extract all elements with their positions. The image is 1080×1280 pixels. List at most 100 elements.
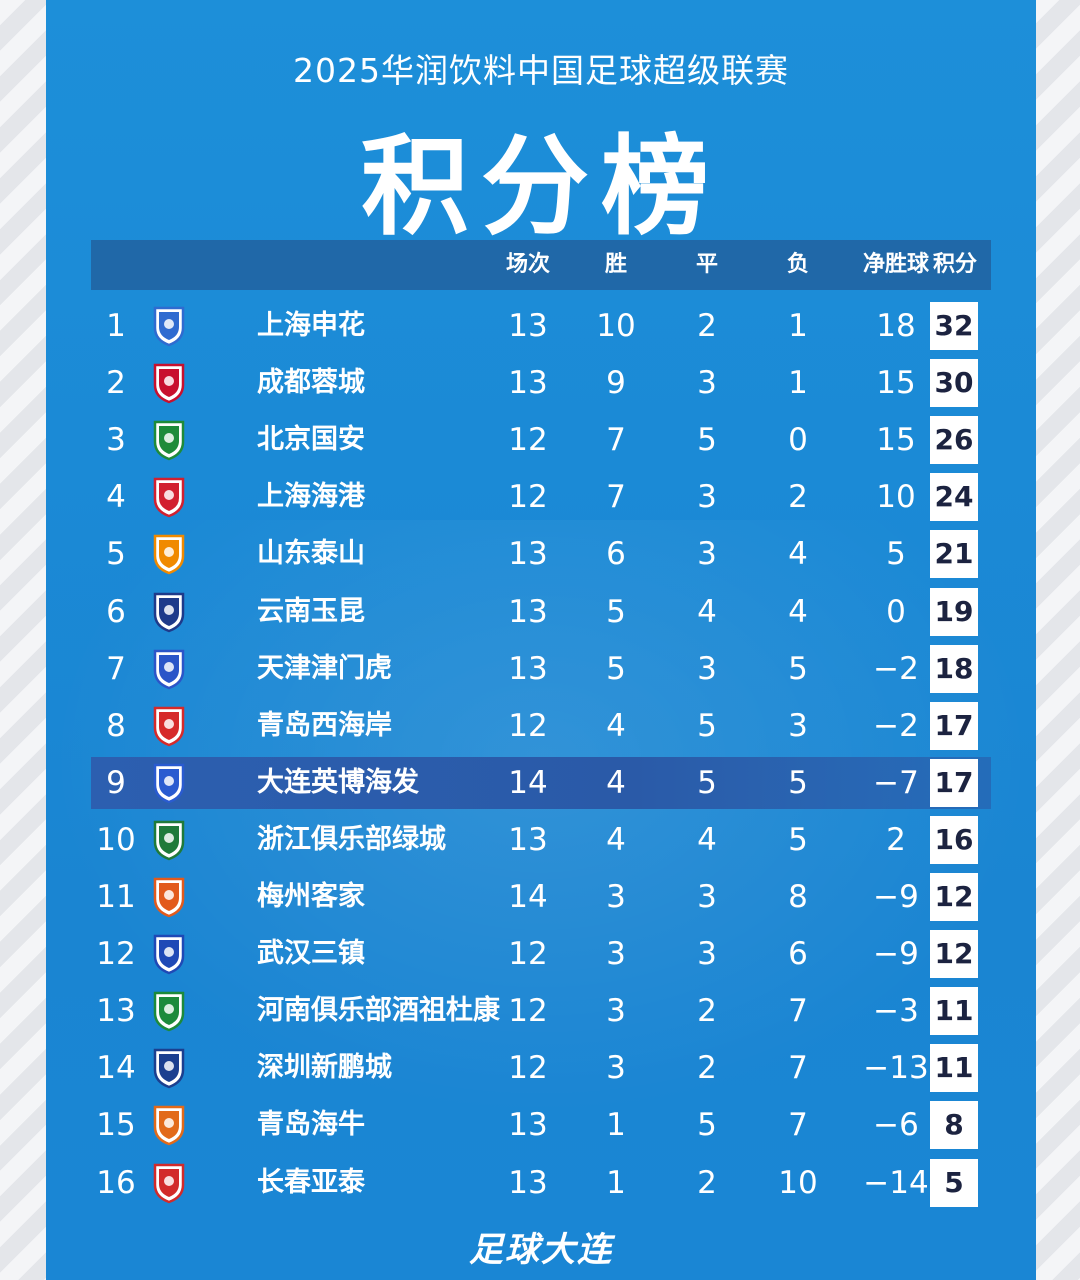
team-rank: 16 xyxy=(96,1165,136,1201)
games-played: 13 xyxy=(508,822,548,858)
table-row: 15 青岛海牛 13 1 5 7 −6 8 xyxy=(91,1099,991,1151)
team-rank: 15 xyxy=(96,1107,136,1143)
team-name: 上海海港 xyxy=(257,481,365,512)
jinmenhu-logo-icon xyxy=(147,647,191,691)
team-points: 17 xyxy=(930,759,978,807)
team-name: 山东泰山 xyxy=(257,538,365,569)
table-row: 2 成都蓉城 13 9 3 1 15 30 xyxy=(91,357,991,409)
losses: 3 xyxy=(788,708,808,744)
team-name: 深圳新鹏城 xyxy=(257,1052,392,1083)
xihaian-logo-icon xyxy=(147,704,191,748)
table-row: 4 上海海港 12 7 3 2 10 24 xyxy=(91,471,991,523)
wins: 4 xyxy=(606,765,626,801)
goal-difference: −9 xyxy=(873,936,919,972)
draws: 5 xyxy=(697,1107,717,1143)
team-rank: 9 xyxy=(106,765,126,801)
team-name: 梅州客家 xyxy=(257,881,365,912)
table-row: 13 河南俱乐部酒祖杜康 12 3 2 7 −3 11 xyxy=(91,985,991,1037)
table-row: 5 山东泰山 13 6 3 4 5 21 xyxy=(91,528,991,580)
table-row: 16 长春亚泰 13 1 2 10 −14 5 xyxy=(91,1157,991,1209)
games-played: 13 xyxy=(508,651,548,687)
team-rank: 1 xyxy=(106,308,126,344)
games-played: 12 xyxy=(508,993,548,1029)
wins: 10 xyxy=(596,308,636,344)
haigang-logo-icon xyxy=(147,475,191,519)
games-played: 12 xyxy=(508,936,548,972)
team-rank: 14 xyxy=(96,1050,136,1086)
league-subtitle: 2025华润饮料中国足球超级联赛 xyxy=(293,51,789,90)
team-points: 11 xyxy=(930,987,978,1035)
wins: 7 xyxy=(606,422,626,458)
chengdu-logo-icon xyxy=(147,361,191,405)
team-rank: 6 xyxy=(106,594,126,630)
losses: 0 xyxy=(788,422,808,458)
draws: 5 xyxy=(697,422,717,458)
goal-difference: 0 xyxy=(886,594,906,630)
team-name: 成都蓉城 xyxy=(257,367,365,398)
team-name: 大连英博海发 xyxy=(257,767,419,798)
team-points: 19 xyxy=(930,588,978,636)
wins: 1 xyxy=(606,1107,626,1143)
draws: 2 xyxy=(697,1050,717,1086)
dalian-logo-icon xyxy=(147,761,191,805)
games-played: 13 xyxy=(508,1107,548,1143)
header-loss: 负 xyxy=(786,252,809,277)
team-rank: 13 xyxy=(96,993,136,1029)
goal-difference: 15 xyxy=(876,365,916,401)
goal-difference: −2 xyxy=(873,651,919,687)
wuhan-logo-icon xyxy=(147,932,191,976)
draws: 2 xyxy=(697,308,717,344)
header-win: 胜 xyxy=(604,252,627,277)
losses: 2 xyxy=(788,479,808,515)
wins: 4 xyxy=(606,822,626,858)
wins: 1 xyxy=(606,1165,626,1201)
table-row: 3 北京国安 12 7 5 0 15 26 xyxy=(91,414,991,466)
draws: 3 xyxy=(697,879,717,915)
team-rank: 7 xyxy=(106,651,126,687)
losses: 5 xyxy=(788,651,808,687)
losses: 8 xyxy=(788,879,808,915)
draws: 3 xyxy=(697,936,717,972)
guoan-logo-icon xyxy=(147,418,191,462)
team-points: 5 xyxy=(930,1159,978,1207)
draws: 5 xyxy=(697,765,717,801)
team-points: 12 xyxy=(930,873,978,921)
goal-difference: −2 xyxy=(873,708,919,744)
goal-difference: 15 xyxy=(876,422,916,458)
goal-difference: 18 xyxy=(876,308,916,344)
draws: 4 xyxy=(697,822,717,858)
team-points: 8 xyxy=(930,1101,978,1149)
team-points: 18 xyxy=(930,645,978,693)
shenhua-logo-icon xyxy=(147,304,191,348)
henan-logo-icon xyxy=(147,989,191,1033)
team-rank: 5 xyxy=(106,536,126,572)
table-row: 11 梅州客家 14 3 3 8 −9 12 xyxy=(91,871,991,923)
table-row: 8 青岛西海岸 12 4 5 3 −2 17 xyxy=(91,700,991,752)
goal-difference: −13 xyxy=(863,1050,929,1086)
page-title: 积分榜 xyxy=(360,125,721,250)
team-points: 24 xyxy=(930,473,978,521)
draws: 3 xyxy=(697,651,717,687)
games-played: 12 xyxy=(508,708,548,744)
losses: 1 xyxy=(788,308,808,344)
header-points: 积分 xyxy=(932,252,977,277)
goal-difference: −3 xyxy=(873,993,919,1029)
team-name: 武汉三镇 xyxy=(257,938,365,969)
taishan-logo-icon xyxy=(147,532,191,576)
team-name: 浙江俱乐部绿城 xyxy=(257,824,446,855)
wins: 4 xyxy=(606,708,626,744)
table-row: 7 天津津门虎 13 5 3 5 −2 18 xyxy=(91,643,991,695)
decorative-strip-left xyxy=(0,0,46,1280)
losses: 10 xyxy=(778,1165,818,1201)
games-played: 13 xyxy=(508,1165,548,1201)
table-header: 场次 胜 平 负 净胜球 积分 xyxy=(91,240,991,290)
team-points: 11 xyxy=(930,1044,978,1092)
wins: 5 xyxy=(606,594,626,630)
team-name: 长春亚泰 xyxy=(257,1167,365,1198)
team-name: 河南俱乐部酒祖杜康 xyxy=(257,995,500,1026)
team-rank: 3 xyxy=(106,422,126,458)
decorative-strip-right xyxy=(1034,0,1080,1280)
games-played: 13 xyxy=(508,308,548,344)
wins: 3 xyxy=(606,936,626,972)
team-points: 26 xyxy=(930,416,978,464)
